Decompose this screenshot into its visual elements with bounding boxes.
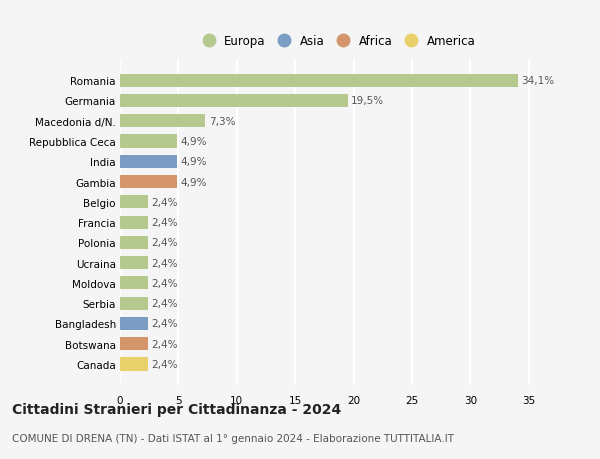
Bar [120, 135, 177, 148]
Bar [120, 277, 148, 290]
Bar [120, 358, 148, 371]
Text: 4,9%: 4,9% [181, 177, 207, 187]
Text: 2,4%: 2,4% [152, 339, 178, 349]
Bar [120, 257, 148, 269]
Bar [120, 176, 177, 189]
Text: 7,3%: 7,3% [209, 117, 235, 127]
Legend: Europa, Asia, Africa, America: Europa, Asia, Africa, America [194, 33, 478, 50]
Text: 2,4%: 2,4% [152, 359, 178, 369]
Text: COMUNE DI DRENA (TN) - Dati ISTAT al 1° gennaio 2024 - Elaborazione TUTTITALIA.I: COMUNE DI DRENA (TN) - Dati ISTAT al 1° … [12, 433, 454, 442]
Bar [120, 115, 205, 128]
Text: 4,9%: 4,9% [181, 157, 207, 167]
Bar [120, 317, 148, 330]
Text: 2,4%: 2,4% [152, 298, 178, 308]
Bar [120, 196, 148, 209]
Text: 2,4%: 2,4% [152, 278, 178, 288]
Bar [120, 216, 148, 229]
Bar [120, 236, 148, 249]
Text: 2,4%: 2,4% [152, 238, 178, 248]
Text: 2,4%: 2,4% [152, 197, 178, 207]
Text: 34,1%: 34,1% [521, 76, 555, 86]
Bar [120, 297, 148, 310]
Text: 2,4%: 2,4% [152, 218, 178, 228]
Bar [120, 95, 347, 108]
Text: 2,4%: 2,4% [152, 258, 178, 268]
Bar [120, 156, 177, 168]
Bar [120, 74, 518, 88]
Bar [120, 337, 148, 351]
Text: Cittadini Stranieri per Cittadinanza - 2024: Cittadini Stranieri per Cittadinanza - 2… [12, 402, 341, 416]
Text: 19,5%: 19,5% [351, 96, 385, 106]
Text: 4,9%: 4,9% [181, 137, 207, 147]
Text: 2,4%: 2,4% [152, 319, 178, 329]
